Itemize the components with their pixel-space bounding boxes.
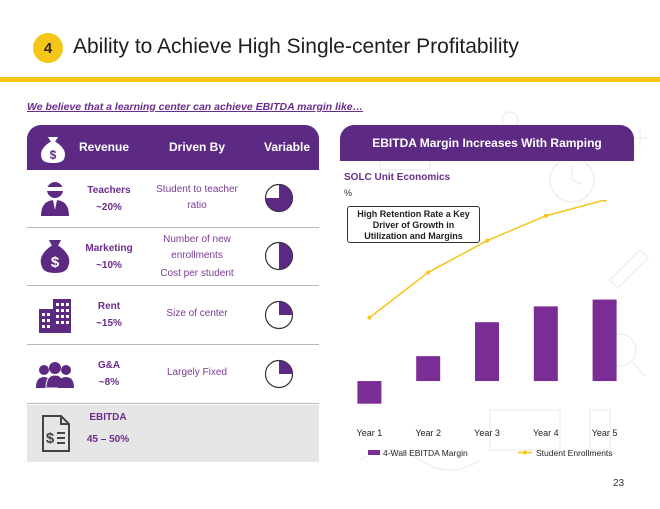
row-percent: ~8%	[98, 377, 120, 388]
driver-text: enrollments	[171, 250, 223, 261]
page-subtitle: We believe that a learning center can ac…	[27, 101, 364, 113]
ebitda-label: EBITDA	[89, 412, 127, 423]
title-rule	[0, 77, 660, 82]
bar	[533, 306, 558, 382]
driver-text: ratio	[187, 200, 207, 211]
driver-text: Student to teacher	[156, 184, 238, 195]
page-title: Ability to Achieve High Single-center Pr…	[73, 35, 519, 58]
ebitda-chart: Year 1 Year 2 Year 3 Year 4 Year 5 4-Wall EBI…	[357, 200, 618, 458]
line-point	[426, 270, 431, 275]
pie-fill	[265, 184, 293, 212]
line-point	[602, 200, 607, 202]
bar	[416, 356, 441, 382]
bar	[592, 299, 617, 382]
pie-fill	[279, 242, 293, 270]
variable-pie	[264, 300, 294, 330]
row-percent: ~20%	[96, 202, 122, 213]
chart-panel-header: EBITDA Margin Increases With Ramping	[340, 125, 634, 161]
slide-number-badge: 4	[33, 33, 63, 63]
callout-line: Utilization and Margins	[364, 231, 463, 241]
money-bag-icon: $	[41, 137, 65, 163]
row-label: Teachers	[87, 185, 131, 196]
legend-marker	[523, 450, 527, 455]
chart-title: SOLC Unit Economics	[344, 172, 451, 183]
cost-table-header: $ Revenue Driven By Variable	[27, 125, 319, 170]
legend-label: 4-Wall EBITDA Margin	[383, 448, 468, 458]
row-percent: ~15%	[96, 318, 122, 329]
driver-text: Cost per student	[160, 268, 234, 279]
bar	[357, 381, 382, 404]
row-label: G&A	[97, 360, 121, 371]
teacher-icon	[41, 182, 69, 216]
driver-text: Largely Fixed	[166, 367, 228, 378]
header-variable: Variable	[263, 140, 311, 154]
callout-box: High Retention Rate a Key Driver of Grow…	[347, 206, 480, 243]
svg-text:$: $	[51, 254, 60, 271]
people-group-icon	[36, 362, 74, 389]
legend-swatch-bar	[368, 450, 380, 455]
chart-unit: %	[344, 188, 353, 198]
header-revenue: Revenue	[78, 140, 130, 154]
pie-fill	[279, 301, 293, 315]
x-tick-label: Year 2	[415, 428, 441, 438]
driver-text: Size of center	[166, 308, 228, 319]
variable-pie	[264, 241, 294, 271]
row-label: Rent	[97, 301, 121, 312]
variable-pie	[264, 183, 294, 213]
document-dollar-icon: $	[42, 415, 70, 452]
line-point	[543, 213, 548, 218]
x-tick-label: Year 1	[357, 428, 383, 438]
table-row-ga: G&A ~8% Largely Fixed	[27, 345, 319, 404]
header-driven-by: Driven By	[168, 140, 226, 154]
line-point	[485, 238, 489, 243]
x-tick-label: Year 4	[533, 428, 559, 438]
building-icon	[39, 299, 71, 333]
table-row-teachers: Teachers ~20% Student to teacher ratio	[27, 170, 319, 228]
line-point	[367, 315, 372, 320]
row-percent: ~10%	[96, 260, 122, 271]
driver-text: Number of new	[163, 234, 231, 245]
ebitda-value: 45 – 50%	[86, 434, 130, 445]
variable-pie	[264, 359, 294, 389]
table-row-rent: Rent ~15% Size of center	[27, 286, 319, 345]
legend-label: Student Enrollments	[536, 448, 613, 458]
table-row-ebitda: $ EBITDA 45 – 50%	[27, 405, 319, 462]
x-tick-label: Year 3	[474, 428, 500, 438]
x-tick-label: Year 5	[592, 428, 618, 438]
row-label: Marketing	[85, 243, 133, 254]
svg-text:$: $	[46, 430, 55, 447]
svg-text:$: $	[50, 148, 57, 162]
table-row-marketing: $ Marketing ~10% Number of new enrollmen…	[27, 228, 319, 286]
callout-line: Driver of Growth in	[372, 220, 455, 230]
bar	[475, 322, 499, 382]
page-number: 23	[613, 478, 625, 489]
pie-fill	[279, 360, 293, 374]
callout-line: High Retention Rate a Key	[357, 209, 470, 219]
money-bag-icon: $	[40, 240, 70, 273]
